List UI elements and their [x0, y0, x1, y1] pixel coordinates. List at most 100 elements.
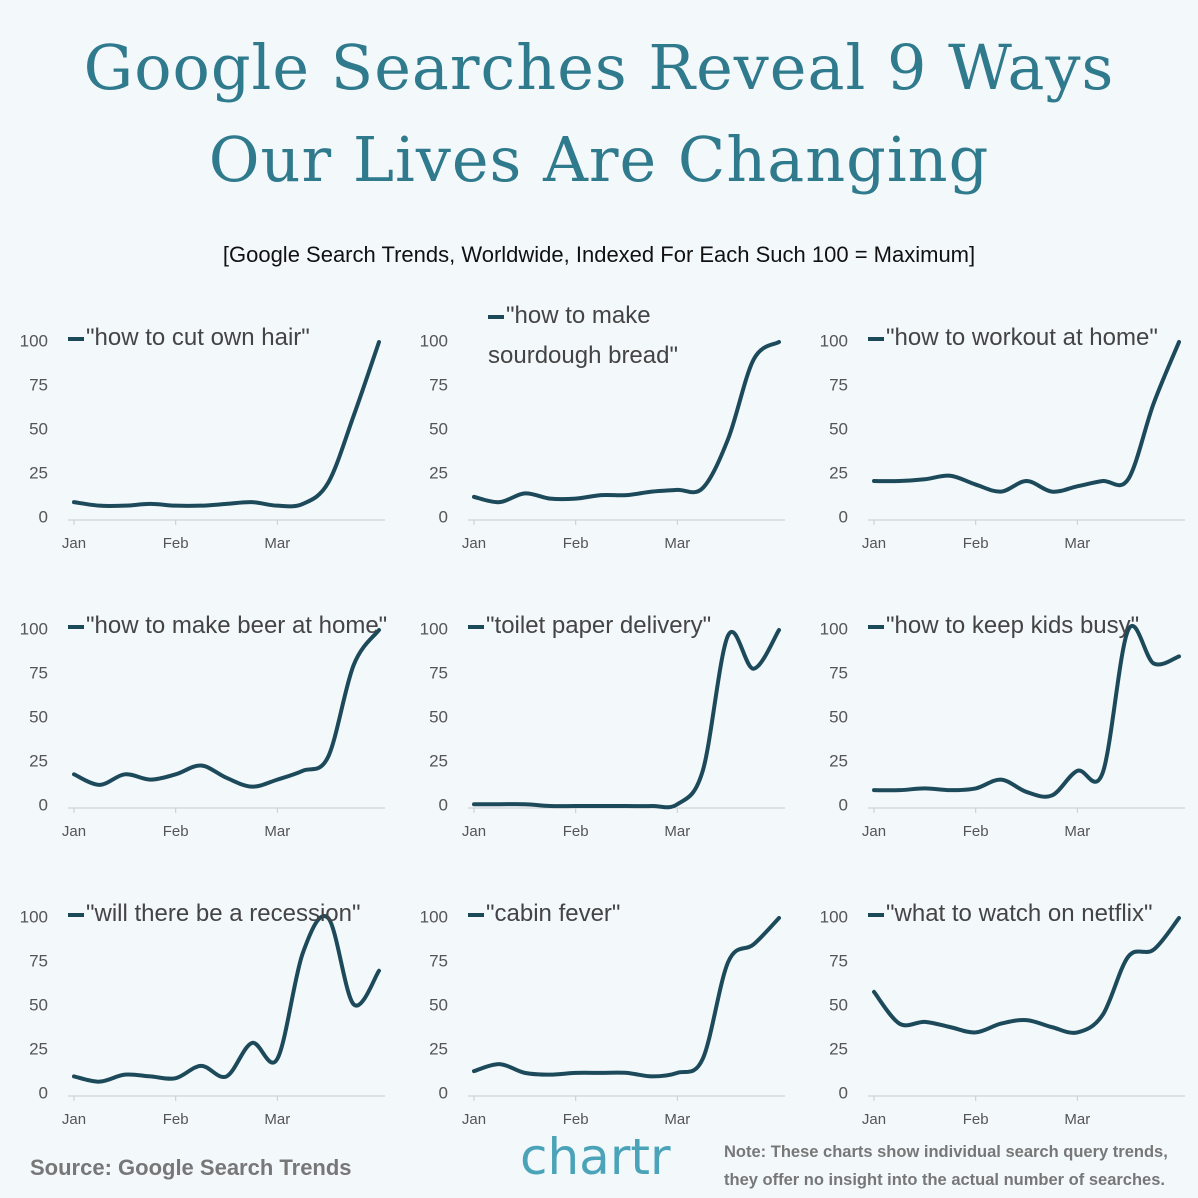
panel: 0 25 50 75 100 Jan Feb Mar "how to cut own hair": [0, 290, 398, 580]
y-tick-label: 100: [420, 907, 448, 926]
x-tick-label: Feb: [563, 1111, 589, 1128]
y-tick-label: 25: [829, 1039, 848, 1058]
chart: 0 25 50 75 100 Jan Feb Mar: [820, 907, 1185, 1128]
legend-swatch: [68, 624, 84, 629]
source: Source: Google Search Trends: [30, 1155, 352, 1180]
y-tick-label: 25: [429, 1039, 448, 1058]
y-tick-label: 50: [429, 707, 448, 726]
y-tick-label: 25: [429, 751, 448, 770]
legend-label: "how to cut own hair": [86, 324, 310, 351]
y-tick-label: 25: [29, 463, 48, 482]
y-tick-label: 100: [820, 619, 848, 638]
x-tick-label: Jan: [62, 1111, 86, 1128]
y-tick-label: 75: [829, 663, 848, 682]
y-tick-label: 100: [20, 331, 48, 350]
x-tick-label: Feb: [563, 535, 589, 552]
x-tick-label: Mar: [664, 823, 690, 840]
panel: 0 25 50 75 100 Jan Feb Mar "cabin fever": [400, 866, 798, 1156]
legend-swatch: [488, 314, 504, 319]
panel: 0 25 50 75 100 Jan Feb Mar "how to make beer at …: [0, 578, 398, 868]
y-tick-label: 50: [829, 707, 848, 726]
line: [872, 624, 1181, 799]
x-tick-label: Mar: [1064, 1111, 1090, 1128]
x-tick-label: Jan: [62, 823, 86, 840]
chart: 0 25 50 75 100 Jan Feb Mar: [420, 331, 785, 552]
x-tick-label: Jan: [462, 823, 486, 840]
y-tick-label: 100: [20, 907, 48, 926]
y-tick-label: 100: [20, 619, 48, 638]
x-tick-label: Feb: [963, 535, 989, 552]
y-tick-label: 75: [829, 375, 848, 394]
y-tick-label: 100: [420, 619, 448, 638]
y-tick-label: 75: [429, 375, 448, 394]
x-tick-label: Mar: [1064, 535, 1090, 552]
y-tick-label: 0: [839, 795, 848, 814]
chart: 0 25 50 75 100 Jan Feb Mar: [20, 907, 385, 1128]
y-tick-label: 100: [820, 331, 848, 350]
y-tick-label: 50: [429, 419, 448, 438]
panel: 0 25 50 75 100 Jan Feb Mar "toilet paper deliver…: [400, 578, 798, 868]
line: [472, 340, 781, 505]
y-tick-label: 75: [29, 951, 48, 970]
y-tick-label: 0: [39, 507, 48, 526]
y-tick-label: 0: [39, 1083, 48, 1102]
legend-label: "will there be a recession": [86, 900, 361, 927]
legend-label: "cabin fever": [486, 900, 621, 927]
legend-swatch: [468, 624, 484, 629]
x-tick-label: Mar: [664, 1111, 690, 1128]
y-tick-label: 0: [439, 1083, 448, 1102]
x-tick-label: Mar: [264, 1111, 290, 1128]
logo: chartr: [520, 1128, 671, 1186]
chart: 0 25 50 75 100 Jan Feb Mar: [820, 619, 1185, 840]
x-tick-label: Feb: [163, 535, 189, 552]
y-tick-label: 0: [839, 507, 848, 526]
x-tick-label: Jan: [462, 1111, 486, 1128]
subtitle: [Google Search Trends, Worldwide, Indexe…: [222, 242, 976, 267]
title: Google Searches Reveal 9 Ways Our Lives …: [83, 31, 1115, 196]
legend: "how to keep kids busy": [868, 606, 1139, 646]
chart: 0 25 50 75 100 Jan Feb Mar: [420, 907, 785, 1128]
y-tick-label: 50: [29, 995, 48, 1014]
legend: "will there be a recession": [68, 894, 361, 934]
chart: 0 25 50 75 100 Jan Feb Mar: [20, 619, 385, 840]
panel: 0 25 50 75 100 Jan Feb Mar "how to workout at ho…: [800, 290, 1198, 580]
legend-label: "how to make sourdough bread": [488, 302, 678, 369]
legend: "cabin fever": [468, 894, 620, 934]
line: [872, 916, 1181, 1035]
y-tick-label: 50: [829, 995, 848, 1014]
legend-label: "how to workout at home": [886, 324, 1158, 351]
legend-swatch: [68, 912, 84, 917]
x-tick-label: Jan: [862, 535, 886, 552]
x-tick-label: Mar: [1064, 823, 1090, 840]
panel: 0 25 50 75 100 Jan Feb Mar "what to watch on net…: [800, 866, 1198, 1156]
x-tick-label: Feb: [163, 823, 189, 840]
x-tick-label: Feb: [963, 823, 989, 840]
y-tick-label: 0: [39, 795, 48, 814]
chart: 0 25 50 75 100 Jan Feb Mar: [20, 331, 385, 552]
x-tick-label: Mar: [264, 823, 290, 840]
y-tick-label: 0: [439, 795, 448, 814]
legend: "how to cut own hair": [68, 318, 310, 358]
note: Note: These charts show individual searc…: [724, 1143, 1168, 1189]
panel: 0 25 50 75 100 Jan Feb Mar "will there be a rece…: [0, 866, 398, 1156]
line: [872, 340, 1181, 494]
line: [72, 628, 381, 789]
x-tick-label: Feb: [163, 1111, 189, 1128]
legend-swatch: [468, 912, 484, 917]
x-tick-label: Jan: [62, 535, 86, 552]
y-tick-label: 75: [29, 663, 48, 682]
legend-label: "what to watch on netflix": [886, 900, 1153, 927]
y-tick-label: 50: [29, 707, 48, 726]
y-tick-label: 75: [429, 663, 448, 682]
legend-swatch: [868, 624, 884, 629]
y-tick-label: 75: [429, 951, 448, 970]
line: [72, 914, 381, 1084]
x-tick-label: Jan: [462, 535, 486, 552]
y-tick-label: 100: [420, 331, 448, 350]
chart: 0 25 50 75 100 Jan Feb Mar: [420, 619, 785, 840]
legend-swatch: [868, 336, 884, 341]
x-tick-label: Feb: [963, 1111, 989, 1128]
line: [472, 628, 781, 810]
legend-label: "how to keep kids busy": [886, 612, 1140, 639]
line: [72, 340, 381, 509]
